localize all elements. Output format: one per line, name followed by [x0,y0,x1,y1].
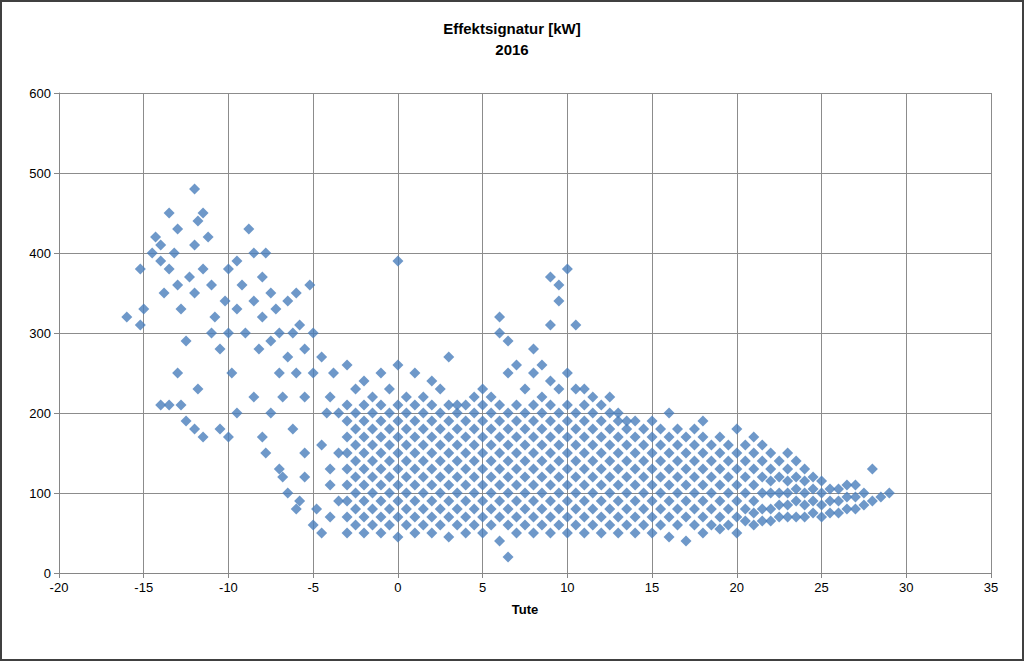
svg-text:500: 500 [29,166,51,181]
svg-text:-5: -5 [307,580,319,595]
svg-text:15: 15 [645,580,659,595]
svg-text:400: 400 [29,246,51,261]
svg-text:5: 5 [479,580,486,595]
svg-text:20: 20 [730,580,744,595]
svg-text:-10: -10 [219,580,238,595]
svg-text:2016: 2016 [495,41,528,58]
svg-text:300: 300 [29,326,51,341]
svg-text:0: 0 [394,580,401,595]
svg-text:100: 100 [29,486,51,501]
svg-text:200: 200 [29,406,51,421]
svg-text:Tute: Tute [512,602,538,617]
svg-text:30: 30 [899,580,913,595]
svg-text:35: 35 [984,580,998,595]
svg-text:-20: -20 [50,580,69,595]
svg-text:Effektsignatur [kW]: Effektsignatur [kW] [443,20,581,37]
svg-text:10: 10 [560,580,574,595]
svg-text:-15: -15 [134,580,153,595]
svg-text:600: 600 [29,86,51,101]
svg-text:25: 25 [814,580,828,595]
svg-text:0: 0 [44,566,51,581]
